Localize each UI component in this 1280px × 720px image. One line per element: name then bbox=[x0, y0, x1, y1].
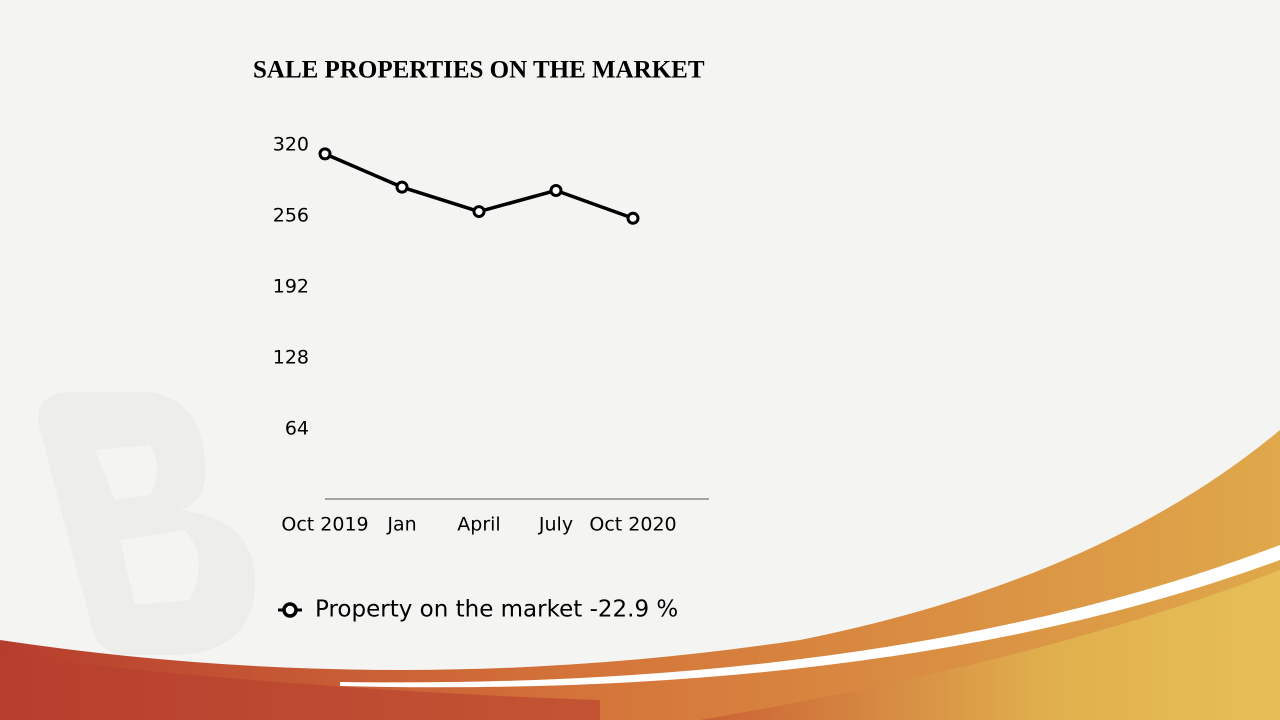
wave bbox=[700, 570, 1280, 720]
y-tick-label: 256 bbox=[273, 205, 309, 227]
wave bbox=[0, 655, 600, 720]
legend-marker bbox=[282, 602, 298, 618]
chart-title: SALE PROPERTIES ON THE MARKET bbox=[253, 57, 705, 84]
point bbox=[472, 205, 486, 219]
point bbox=[626, 211, 640, 225]
x-tick-label: April bbox=[457, 514, 500, 536]
y-tick-label: 128 bbox=[273, 347, 309, 369]
wave bbox=[0, 430, 1280, 720]
watermark bbox=[38, 391, 256, 655]
point bbox=[395, 180, 409, 194]
x-tick-label: Oct 2020 bbox=[589, 514, 676, 536]
y-tick-label: 64 bbox=[285, 418, 309, 440]
y-tick-label: 192 bbox=[273, 276, 309, 298]
x-tick-label: Jan bbox=[386, 514, 416, 536]
point bbox=[549, 183, 563, 197]
point bbox=[318, 147, 332, 161]
y-tick-label: 320 bbox=[273, 134, 309, 156]
legend: Property on the market -22.9 % bbox=[278, 597, 678, 623]
x-tick-label: July bbox=[538, 514, 573, 536]
wave-highlight bbox=[340, 545, 1280, 688]
x-tick-label: Oct 2019 bbox=[281, 514, 368, 536]
legend-label: Property on the market -22.9 % bbox=[315, 597, 678, 623]
